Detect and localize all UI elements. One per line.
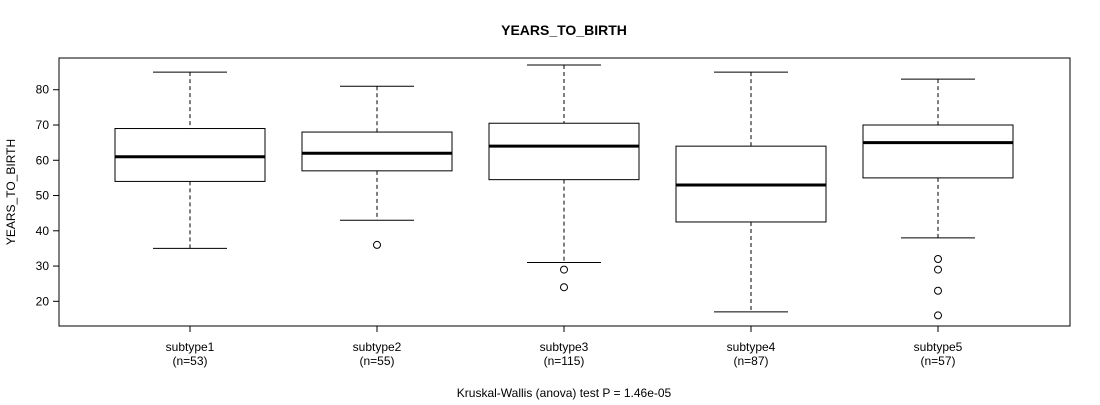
plot-area: 20304050607080subtype1(n=53)subtype2(n=5…	[36, 57, 1071, 368]
outlier-point	[560, 283, 568, 292]
chart-title: YEARS_TO_BIRTH	[501, 22, 627, 38]
outlier-point	[934, 311, 942, 320]
y-tick-label: 40	[36, 224, 50, 238]
category-label: subtype1	[166, 340, 215, 354]
category-label: subtype2	[353, 340, 402, 354]
outlier-point	[934, 286, 942, 295]
x-axis-label: Kruskal-Wallis (anova) test P = 1.46e-05	[457, 386, 672, 400]
category-count: (n=87)	[733, 354, 768, 368]
box-iqr	[862, 124, 1014, 179]
category-label: subtype4	[727, 340, 776, 354]
y-tick-label: 30	[36, 259, 50, 273]
y-tick-label: 20	[36, 294, 50, 308]
category-count: (n=53)	[172, 354, 207, 368]
box-iqr	[301, 131, 453, 172]
outlier-point	[373, 240, 381, 249]
category-count: (n=115)	[544, 354, 585, 368]
y-axis-label: YEARS_TO_BIRTH	[4, 139, 18, 245]
category-count: (n=57)	[920, 354, 955, 368]
box-iqr	[114, 128, 266, 182]
category-label: subtype5	[914, 340, 963, 354]
y-tick-label: 60	[36, 153, 50, 167]
y-tick-label: 80	[36, 83, 50, 97]
y-tick-label: 50	[36, 189, 50, 203]
box-iqr	[488, 122, 640, 181]
outlier-point	[934, 265, 942, 274]
outlier-point	[560, 265, 568, 274]
category-count: (n=55)	[359, 354, 394, 368]
outlier-point	[934, 255, 942, 263]
plot-frame	[58, 57, 1071, 327]
category-label: subtype3	[540, 340, 589, 354]
y-tick-label: 70	[36, 118, 50, 132]
